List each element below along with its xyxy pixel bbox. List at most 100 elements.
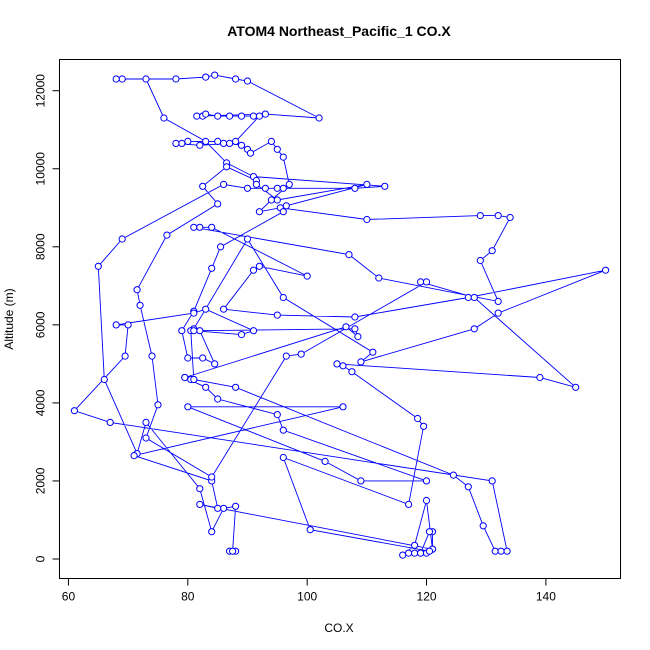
data-point bbox=[220, 180, 228, 188]
data-point bbox=[422, 278, 431, 286]
data-point bbox=[214, 112, 222, 120]
data-point bbox=[196, 327, 204, 335]
data-point bbox=[232, 383, 240, 391]
data-point bbox=[363, 180, 371, 188]
data-point bbox=[363, 215, 371, 224]
data-point bbox=[503, 547, 511, 555]
data-point bbox=[142, 75, 150, 83]
data-point bbox=[112, 75, 120, 83]
data-point bbox=[479, 522, 487, 530]
data-point bbox=[202, 110, 210, 118]
data-point bbox=[70, 407, 79, 415]
data-point bbox=[184, 137, 192, 145]
data-point bbox=[470, 293, 478, 302]
data-point bbox=[121, 352, 129, 360]
chart-title: ATOM4 Northeast_Pacific_1 CO.X bbox=[227, 23, 451, 39]
data-point bbox=[267, 196, 275, 204]
x-tick-label: 120 bbox=[417, 590, 437, 604]
y-tick-label: 8000 bbox=[34, 233, 48, 260]
data-point bbox=[267, 137, 275, 145]
data-point bbox=[339, 403, 347, 411]
data-point bbox=[229, 547, 237, 555]
plot-frame bbox=[59, 59, 621, 579]
data-point bbox=[425, 547, 434, 555]
data-point bbox=[184, 354, 192, 362]
data-point bbox=[199, 354, 207, 362]
data-point bbox=[178, 327, 186, 335]
data-point bbox=[223, 163, 231, 171]
data-point bbox=[202, 383, 210, 391]
data-point bbox=[249, 266, 258, 274]
data-point bbox=[405, 549, 413, 557]
data-point bbox=[118, 75, 126, 83]
data-point bbox=[148, 352, 156, 360]
series-line bbox=[73, 74, 606, 556]
data-point bbox=[196, 141, 204, 149]
data-point bbox=[124, 321, 132, 329]
data-point bbox=[217, 243, 225, 251]
data-point bbox=[297, 350, 305, 358]
data-point bbox=[411, 549, 419, 557]
data-point bbox=[425, 528, 434, 536]
data-point bbox=[214, 137, 222, 145]
data-point bbox=[172, 139, 180, 147]
data-point bbox=[342, 323, 350, 331]
data-point bbox=[303, 272, 311, 280]
data-point bbox=[417, 278, 425, 286]
data-point bbox=[214, 395, 222, 403]
data-point bbox=[470, 325, 478, 333]
data-point bbox=[214, 200, 222, 208]
data-point bbox=[220, 139, 228, 147]
data-point bbox=[142, 418, 150, 426]
x-axis: 60 80 100 120 140 bbox=[62, 578, 556, 604]
data-point bbox=[321, 457, 329, 465]
data-point bbox=[181, 373, 189, 382]
data-point bbox=[237, 141, 246, 149]
data-point bbox=[279, 453, 287, 462]
data-point bbox=[142, 434, 150, 442]
data-point bbox=[246, 149, 255, 157]
data-point bbox=[279, 293, 287, 302]
data-point bbox=[422, 496, 431, 505]
data-point bbox=[315, 114, 323, 122]
data-point bbox=[488, 477, 496, 485]
data-point bbox=[112, 321, 120, 329]
data-point bbox=[354, 333, 362, 341]
data-point bbox=[211, 71, 219, 79]
data-point bbox=[243, 235, 252, 243]
data-point bbox=[220, 305, 228, 313]
data-point bbox=[464, 293, 472, 302]
y-tick-label: 12000 bbox=[34, 74, 48, 108]
data-point bbox=[506, 213, 514, 222]
data-point bbox=[273, 196, 281, 204]
data-point bbox=[351, 325, 359, 333]
data-point bbox=[196, 485, 204, 493]
y-tick-label: 10000 bbox=[34, 152, 48, 186]
data-point bbox=[351, 313, 359, 321]
data-point bbox=[279, 153, 287, 161]
data-point bbox=[282, 202, 290, 210]
data-point bbox=[130, 452, 138, 460]
data-point bbox=[232, 75, 240, 83]
data-point bbox=[172, 75, 180, 83]
data-point bbox=[193, 112, 201, 120]
y-tick-label: 4000 bbox=[34, 389, 48, 416]
data-point bbox=[357, 477, 365, 485]
data-point bbox=[405, 500, 413, 508]
data-point bbox=[163, 231, 171, 239]
data-point bbox=[494, 309, 502, 317]
data-point bbox=[190, 375, 198, 384]
data-point bbox=[184, 403, 192, 411]
data-point bbox=[449, 471, 457, 479]
data-point bbox=[94, 262, 102, 270]
data-point bbox=[536, 373, 544, 382]
data-point bbox=[422, 477, 431, 485]
data-point bbox=[261, 110, 269, 118]
data-point bbox=[273, 311, 281, 319]
data-point bbox=[488, 247, 496, 255]
data-point bbox=[417, 549, 425, 557]
data-point bbox=[351, 184, 359, 192]
data-point bbox=[208, 264, 216, 272]
x-tick-label: 100 bbox=[297, 590, 317, 604]
